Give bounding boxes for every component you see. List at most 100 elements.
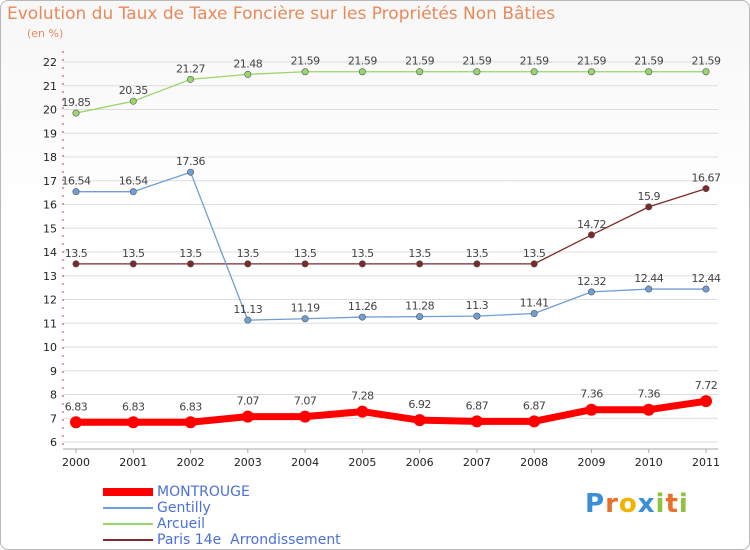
data-point-gentilly bbox=[358, 313, 366, 321]
y-tick-label: 18 bbox=[43, 151, 57, 164]
x-tick-label: 2007 bbox=[463, 456, 491, 469]
legend-item-paris-14e: Paris 14e Arrondissement bbox=[103, 532, 403, 548]
data-label-paris-14e-arrondissement: 13.5 bbox=[351, 247, 374, 260]
chart-subtitle: (en %) bbox=[27, 27, 64, 40]
data-label-gentilly: 11.19 bbox=[291, 302, 320, 315]
data-point-montrouge bbox=[299, 410, 312, 423]
x-tick-label: 2009 bbox=[577, 456, 605, 469]
data-point-gentilly bbox=[301, 315, 309, 323]
data-label-montrouge: 6.83 bbox=[179, 400, 202, 413]
y-tick-label: 6 bbox=[50, 436, 57, 449]
data-point-paris-14e-arrondissement bbox=[301, 260, 309, 268]
data-point-montrouge bbox=[700, 395, 712, 408]
data-point-montrouge bbox=[642, 403, 655, 416]
x-tick-label: 2002 bbox=[177, 456, 205, 469]
data-label-paris-14e-arrondissement: 13.5 bbox=[122, 247, 145, 260]
data-label-montrouge: 6.92 bbox=[408, 398, 431, 411]
data-label-paris-14e-arrondissement: 16.67 bbox=[692, 172, 721, 185]
data-label-arcueil: 20.35 bbox=[119, 84, 148, 97]
data-point-gentilly bbox=[72, 188, 80, 196]
data-label-montrouge: 7.07 bbox=[294, 395, 317, 408]
x-tick-label: 2011 bbox=[692, 456, 720, 469]
logo-letter: i bbox=[655, 489, 666, 519]
data-point-arcueil bbox=[587, 68, 595, 76]
data-point-paris-14e-arrondissement bbox=[187, 260, 195, 268]
data-label-arcueil: 21.59 bbox=[405, 55, 434, 68]
logo-letter: t bbox=[665, 489, 679, 519]
data-label-montrouge: 7.36 bbox=[580, 388, 603, 401]
logo-letter: o bbox=[618, 489, 638, 519]
data-point-gentilly bbox=[530, 310, 538, 318]
data-point-arcueil bbox=[301, 68, 309, 76]
data-label-arcueil: 21.59 bbox=[520, 55, 549, 68]
x-tick-label: 2000 bbox=[62, 456, 90, 469]
data-label-montrouge: 6.83 bbox=[65, 400, 88, 413]
logo-letter: i bbox=[678, 489, 689, 519]
legend-item-montrouge: MONTROUGE bbox=[103, 484, 403, 500]
logo-letter: P bbox=[585, 489, 606, 519]
data-point-paris-14e-arrondissement bbox=[587, 231, 595, 239]
legend-label-paris-14e: Paris 14e Arrondissement bbox=[157, 532, 341, 548]
data-point-paris-14e-arrondissement bbox=[473, 260, 481, 268]
data-point-paris-14e-arrondissement bbox=[358, 260, 366, 268]
x-tick-label: 2004 bbox=[291, 456, 319, 469]
data-point-arcueil bbox=[702, 68, 710, 76]
data-point-gentilly bbox=[416, 313, 424, 321]
legend-swatch-montrouge bbox=[103, 488, 153, 496]
legend-label-montrouge: MONTROUGE bbox=[157, 484, 250, 500]
data-label-paris-14e-arrondissement: 13.5 bbox=[237, 247, 260, 260]
legend-swatch-paris-14e bbox=[103, 539, 153, 541]
data-label-paris-14e-arrondissement: 13.5 bbox=[408, 247, 431, 260]
data-point-montrouge bbox=[356, 405, 369, 418]
x-tick-label: 2008 bbox=[520, 456, 548, 469]
data-label-gentilly: 16.54 bbox=[119, 175, 148, 188]
data-point-gentilly bbox=[645, 285, 653, 293]
data-label-arcueil: 19.85 bbox=[62, 96, 91, 109]
series-line-paris-14e-arrondissement bbox=[75, 187, 707, 265]
proxiti-logo: Proxiti bbox=[585, 489, 689, 519]
y-tick-label: 11 bbox=[43, 317, 57, 330]
data-point-arcueil bbox=[645, 68, 653, 76]
data-label-arcueil: 21.59 bbox=[462, 55, 491, 68]
y-tick-label: 22 bbox=[43, 56, 57, 69]
data-label-gentilly: 12.44 bbox=[692, 272, 721, 285]
legend-label-arcueil: Arcueil bbox=[157, 516, 205, 532]
x-tick-label: 2006 bbox=[406, 456, 434, 469]
data-point-arcueil bbox=[530, 68, 538, 76]
data-point-gentilly bbox=[244, 316, 252, 324]
data-label-arcueil: 21.48 bbox=[233, 57, 262, 70]
data-label-gentilly: 11.3 bbox=[466, 299, 489, 312]
x-tick-label: 2010 bbox=[635, 456, 663, 469]
data-label-gentilly: 11.41 bbox=[520, 297, 549, 310]
legend-label-gentilly: Gentilly bbox=[157, 500, 211, 516]
logo-letter: x bbox=[637, 489, 656, 519]
data-label-paris-14e-arrondissement: 13.5 bbox=[466, 247, 489, 260]
data-label-gentilly: 11.13 bbox=[233, 303, 262, 316]
data-label-arcueil: 21.27 bbox=[176, 62, 205, 75]
data-label-arcueil: 21.59 bbox=[634, 55, 663, 68]
y-tick-label: 9 bbox=[50, 365, 57, 378]
data-label-arcueil: 21.59 bbox=[692, 55, 721, 68]
data-label-gentilly: 12.44 bbox=[634, 272, 663, 285]
y-tick-label: 15 bbox=[43, 222, 57, 235]
data-point-montrouge bbox=[70, 416, 82, 429]
data-point-montrouge bbox=[127, 416, 140, 429]
data-label-arcueil: 21.59 bbox=[577, 55, 606, 68]
y-tick-label: 8 bbox=[50, 389, 57, 402]
y-tick-label: 16 bbox=[43, 199, 57, 212]
data-label-paris-14e-arrondissement: 13.5 bbox=[523, 247, 546, 260]
data-label-montrouge: 7.36 bbox=[637, 388, 660, 401]
y-tick-label: 20 bbox=[43, 104, 57, 117]
legend-item-arcueil: Arcueil bbox=[103, 516, 403, 532]
y-tick-label: 13 bbox=[43, 270, 57, 283]
data-point-montrouge bbox=[470, 415, 483, 428]
data-point-gentilly bbox=[587, 288, 595, 296]
y-tick-label: 19 bbox=[43, 127, 57, 140]
chart-title: Evolution du Taux de Taxe Foncière sur l… bbox=[7, 4, 556, 24]
data-label-gentilly: 11.28 bbox=[405, 300, 434, 313]
data-label-gentilly: 16.54 bbox=[62, 175, 91, 188]
x-tick-label: 2003 bbox=[234, 456, 262, 469]
data-label-gentilly: 17.36 bbox=[176, 155, 205, 168]
legend-swatch-arcueil bbox=[103, 523, 153, 525]
